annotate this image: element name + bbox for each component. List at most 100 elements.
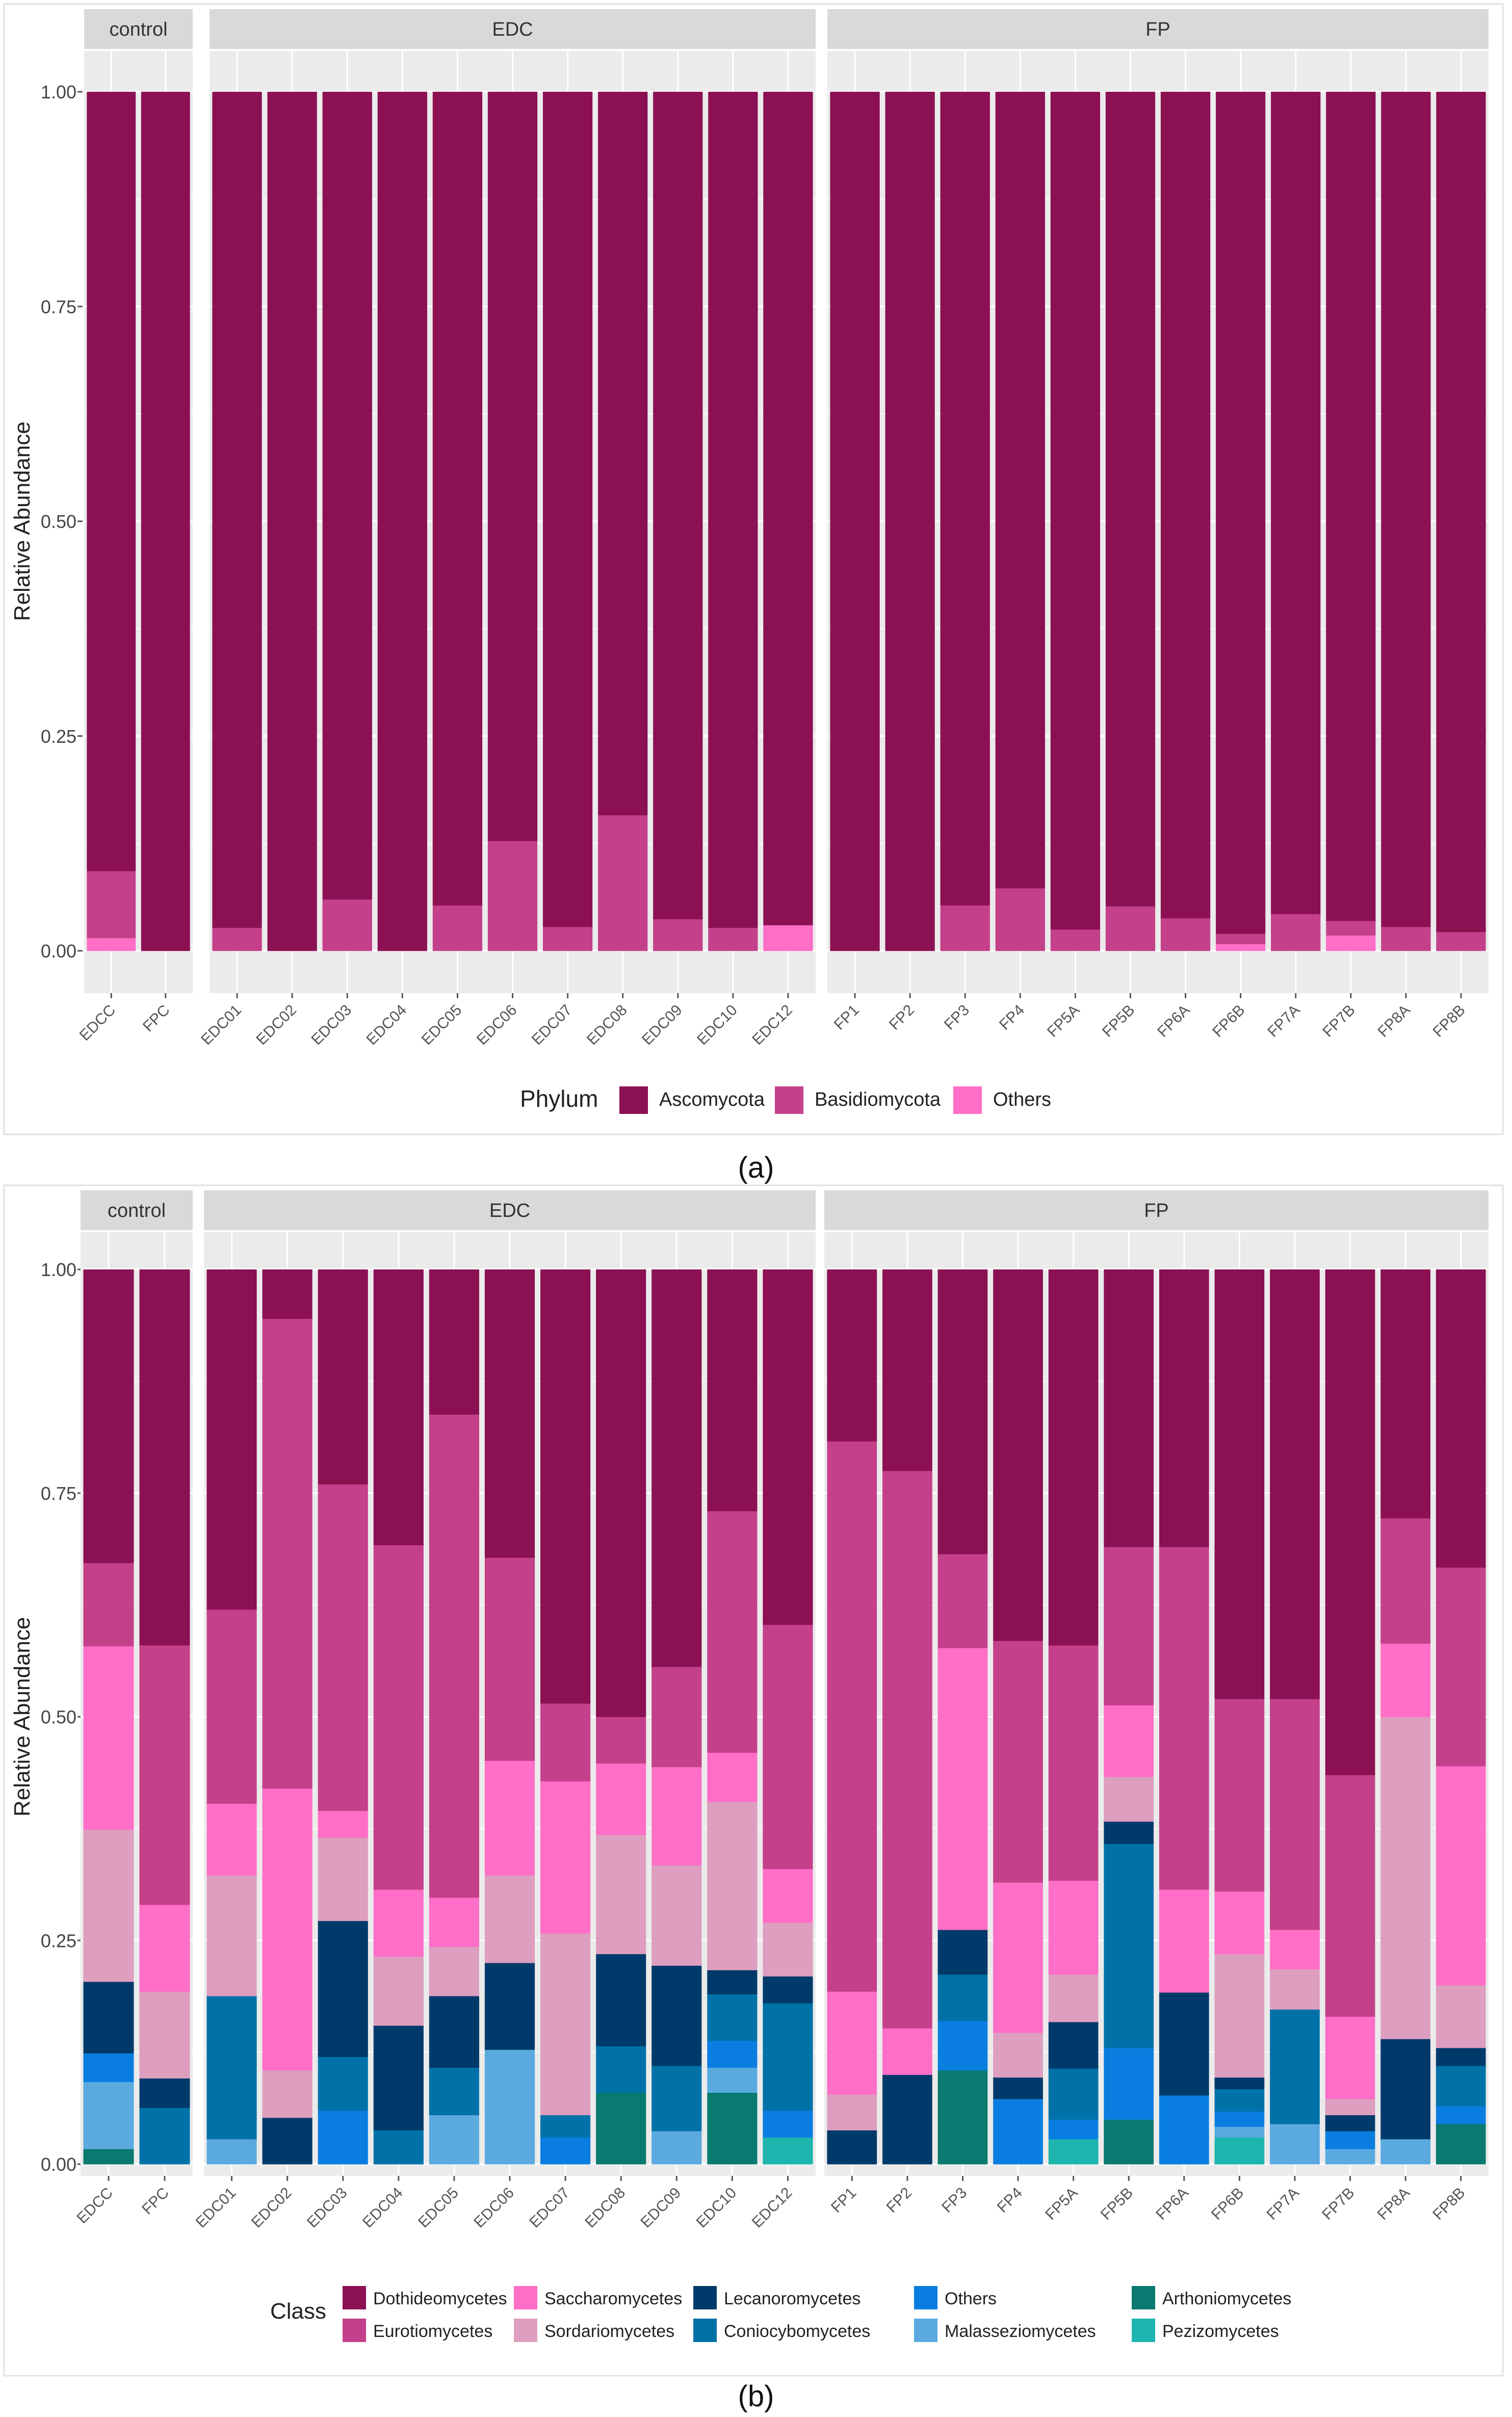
bar-segment-malasseziomycetes bbox=[83, 2082, 134, 2149]
legend-swatch bbox=[514, 2286, 537, 2309]
bar-segment-malasseziomycetes bbox=[1270, 2124, 1320, 2165]
facet-strip bbox=[827, 9, 1489, 49]
bar-segment-arthoniomycetes bbox=[937, 2070, 988, 2165]
bar-segment-dothideomycetes bbox=[1270, 1269, 1320, 1699]
bar-FP6B bbox=[1215, 92, 1266, 951]
bar-EDC05 bbox=[432, 92, 483, 951]
x-tick-label: FP7B bbox=[1319, 1002, 1358, 1041]
bar-segment-dothideomycetes bbox=[1380, 1269, 1430, 1519]
bar-segment-eurotiomycetes bbox=[429, 1414, 479, 1898]
bar-segment-coniocybomycetes bbox=[540, 2115, 591, 2138]
x-tick-label: FP6A bbox=[1154, 1002, 1193, 1041]
bar-segment-arthoniomycetes bbox=[1104, 2119, 1154, 2165]
chart-panel-b: Relative Abundance0.000.250.500.751.00co… bbox=[3, 1184, 1504, 2413]
legend-item: Others bbox=[914, 2286, 997, 2309]
bar-segment-ascomycota bbox=[1271, 92, 1321, 915]
bar-segment-others bbox=[1436, 2106, 1486, 2124]
bar-segment-saccharomycetes bbox=[484, 1760, 535, 1876]
bar-segment-saccharomycetes bbox=[1436, 1766, 1486, 1986]
legend-label: Coniocybomycetes bbox=[724, 2322, 870, 2341]
bar-segment-dothideomycetes bbox=[139, 1269, 190, 1646]
bar-FP2 bbox=[885, 92, 935, 951]
x-tick-label: EDC06 bbox=[471, 2185, 517, 2231]
bar-segment-others bbox=[83, 2053, 134, 2083]
bar-segment-others bbox=[1215, 944, 1266, 951]
bar-segment-ascomycota bbox=[487, 92, 538, 841]
x-tick-label: EDC03 bbox=[308, 1002, 355, 1049]
bar-segment-coniocybomycetes bbox=[937, 1974, 988, 2021]
bar-segment-lecanoromycetes bbox=[484, 1963, 535, 2050]
facet-strip bbox=[84, 9, 193, 49]
legend-item: Sordariomycetes bbox=[514, 2319, 674, 2342]
bar-segment-eurotiomycetes bbox=[1048, 1645, 1099, 1881]
bar-segment-basidiomycota bbox=[1436, 931, 1486, 951]
bar-segment-basidiomycota bbox=[212, 927, 262, 951]
facet-strip-label: FP bbox=[1144, 1200, 1169, 1222]
bar-segment-basidiomycota bbox=[432, 905, 483, 951]
bar-segment-basidiomycota bbox=[1215, 933, 1266, 945]
bar-segment-dothideomycetes bbox=[83, 1269, 134, 1564]
bar-segment-eurotiomycetes bbox=[318, 1484, 368, 1811]
bar-segment-basidiomycota bbox=[1105, 906, 1156, 951]
x-tick-label: FP5B bbox=[1099, 1002, 1138, 1041]
bar-segment-eurotiomycetes bbox=[707, 1511, 758, 1753]
x-tick-label: FP5A bbox=[1044, 1002, 1083, 1041]
bar-EDC09 bbox=[651, 1269, 702, 2165]
bar-FP7B bbox=[1325, 1269, 1375, 2165]
bar-segment-lecanoromycetes bbox=[827, 2130, 877, 2165]
bar-segment-others bbox=[763, 2110, 813, 2138]
legend-label: Lecanoromycetes bbox=[724, 2289, 861, 2308]
bar-EDC02 bbox=[262, 1269, 312, 2165]
legend-label: Pezizomycetes bbox=[1162, 2322, 1279, 2341]
bar-segment-coniocybomycetes bbox=[651, 2065, 702, 2132]
bar-segment-saccharomycetes bbox=[206, 1803, 257, 1876]
bar-segment-lecanoromycetes bbox=[993, 2077, 1043, 2099]
bar-EDC10 bbox=[707, 1269, 758, 2165]
bar-segment-coniocybomycetes bbox=[139, 2108, 190, 2165]
bar-FP4 bbox=[993, 1269, 1043, 2165]
bar-segment-eurotiomycetes bbox=[1214, 1699, 1265, 1892]
bar-segment-saccharomycetes bbox=[993, 1882, 1043, 2033]
bar-EDC03 bbox=[322, 92, 372, 951]
bar-segment-eurotiomycetes bbox=[139, 1645, 190, 1905]
bar-segment-coniocybomycetes bbox=[206, 1996, 257, 2140]
y-axis-label: Relative Abundance bbox=[10, 1617, 35, 1816]
x-tick-label: EDC10 bbox=[693, 2185, 740, 2231]
facet-strip-label: EDC bbox=[492, 19, 533, 40]
bar-segment-lecanoromycetes bbox=[1325, 2115, 1375, 2132]
facet-control: control EDCC FPC bbox=[76, 9, 193, 1044]
x-tick-label: FP2 bbox=[883, 2185, 915, 2216]
x-tick-label: FP6A bbox=[1153, 2185, 1191, 2223]
bar-EDC08 bbox=[598, 92, 648, 951]
legend-swatch bbox=[914, 2286, 937, 2309]
bar-segment-saccharomycetes bbox=[139, 1905, 190, 1992]
bar-segment-dothideomycetes bbox=[1048, 1269, 1099, 1646]
panel-label: (a) bbox=[738, 1151, 774, 1184]
bar-FP8A bbox=[1380, 1269, 1430, 2165]
bar-segment-lecanoromycetes bbox=[1380, 2039, 1430, 2140]
legend-label: Eurotiomycetes bbox=[373, 2322, 492, 2341]
bar-segment-others bbox=[1159, 2095, 1209, 2165]
bar-segment-saccharomycetes bbox=[827, 1991, 877, 2095]
x-tick-label: FP1 bbox=[831, 1002, 863, 1033]
bar-segment-ascomycota bbox=[708, 92, 758, 928]
chart-frame bbox=[3, 1184, 1504, 2377]
bar-segment-basidiomycota bbox=[1160, 918, 1211, 951]
bar-segment-arthoniomycetes bbox=[83, 2149, 134, 2165]
bar-segment-basidiomycota bbox=[940, 905, 990, 951]
legend-swatch bbox=[343, 2319, 366, 2342]
bar-segment-malasseziomycetes bbox=[206, 2139, 257, 2165]
y-axis-label: Relative Abundance bbox=[10, 422, 35, 621]
bar-EDC07 bbox=[542, 92, 593, 951]
bar-segment-pezizomycetes bbox=[1048, 2139, 1099, 2165]
bar-segment-lecanoromycetes bbox=[83, 1981, 134, 2054]
legend-item: Eurotiomycetes bbox=[343, 2319, 492, 2342]
bar-EDC01 bbox=[206, 1269, 257, 2165]
bar-segment-saccharomycetes bbox=[1104, 1705, 1154, 1777]
bar-segment-sordariomycetes bbox=[262, 2070, 312, 2118]
bar-segment-lecanoromycetes bbox=[429, 1996, 479, 2068]
x-tick-label: EDC07 bbox=[529, 1002, 576, 1049]
legend-label: Arthoniomycetes bbox=[1162, 2289, 1291, 2308]
bar-segment-dothideomycetes bbox=[651, 1269, 702, 1667]
